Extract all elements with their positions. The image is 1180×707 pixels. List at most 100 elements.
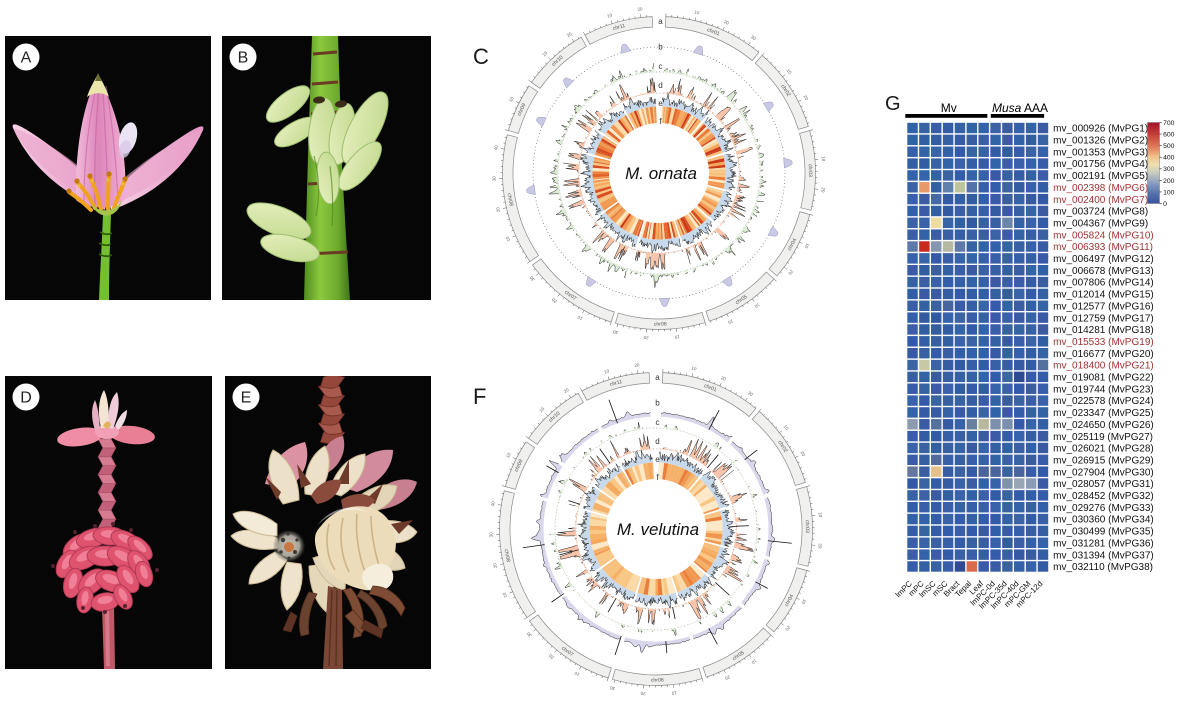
svg-text:mv_029276 (MvPG33): mv_029276 (MvPG33): [1053, 503, 1154, 514]
svg-text:A: A: [21, 50, 32, 67]
svg-text:chr08: chr08: [503, 549, 511, 563]
svg-text:mv_022578 (MvPG24): mv_022578 (MvPG24): [1053, 396, 1154, 407]
svg-text:20: 20: [637, 6, 643, 12]
svg-text:10: 10: [508, 95, 515, 102]
svg-text:chr01: chr01: [703, 383, 717, 393]
svg-text:30: 30: [528, 275, 535, 282]
svg-text:chr06: chr06: [651, 678, 664, 684]
svg-text:20: 20: [492, 562, 498, 568]
svg-text:M. velutina: M. velutina: [617, 520, 699, 539]
svg-text:c: c: [656, 418, 660, 427]
svg-text:20: 20: [563, 387, 570, 394]
svg-text:a: a: [658, 17, 663, 26]
svg-text:200: 200: [1163, 178, 1175, 185]
svg-text:20: 20: [799, 450, 806, 457]
svg-text:E: E: [241, 390, 252, 407]
svg-text:20: 20: [634, 362, 640, 368]
svg-text:10: 10: [671, 690, 677, 696]
svg-text:20: 20: [784, 625, 791, 632]
svg-text:chr11: chr11: [609, 379, 623, 388]
svg-text:e: e: [658, 99, 663, 108]
svg-text:10: 10: [691, 365, 698, 371]
svg-text:20: 20: [566, 31, 573, 38]
svg-text:20: 20: [724, 674, 731, 681]
svg-text:chr03: chr03: [804, 520, 810, 533]
svg-text:10: 10: [573, 670, 580, 677]
svg-text:D: D: [20, 390, 32, 407]
svg-text:mv_002398 (MvPG6): mv_002398 (MvPG6): [1053, 183, 1148, 194]
svg-text:20: 20: [817, 543, 823, 549]
svg-text:10: 10: [801, 598, 808, 605]
svg-text:20: 20: [787, 269, 794, 276]
svg-text:mv_031281 (MvPG36): mv_031281 (MvPG36): [1053, 538, 1154, 549]
svg-text:20: 20: [802, 94, 809, 101]
svg-text:mv_004367 (MvPG9): mv_004367 (MvPG9): [1053, 218, 1148, 229]
svg-text:mv_018400 (MvPG21): mv_018400 (MvPG21): [1053, 361, 1154, 372]
svg-text:10: 10: [821, 156, 826, 162]
svg-text:500: 500: [1163, 143, 1175, 150]
svg-text:mv_006497 (MvPG12): mv_006497 (MvPG12): [1053, 254, 1154, 265]
svg-text:mv_014281 (MvPG18): mv_014281 (MvPG18): [1053, 325, 1154, 336]
svg-text:mv_006678 (MvPG13): mv_006678 (MvPG13): [1053, 266, 1154, 277]
svg-text:B: B: [238, 50, 249, 67]
svg-text:chr09: chr09: [517, 103, 528, 117]
svg-text:10: 10: [818, 512, 823, 518]
svg-text:mv_007806 (MvPG14): mv_007806 (MvPG14): [1053, 278, 1154, 289]
svg-text:mv_031394 (MvPG37): mv_031394 (MvPG37): [1053, 550, 1154, 561]
svg-text:M. ornata: M. ornata: [625, 164, 697, 183]
svg-text:chr03: chr03: [807, 164, 813, 177]
svg-text:10: 10: [783, 424, 790, 431]
svg-text:20: 20: [547, 653, 554, 660]
svg-text:600: 600: [1163, 131, 1175, 138]
svg-text:10: 10: [505, 451, 512, 458]
svg-text:d: d: [655, 437, 659, 446]
svg-text:10: 10: [504, 235, 511, 242]
svg-text:10: 10: [750, 658, 757, 665]
svg-text:e: e: [655, 455, 660, 464]
svg-text:30: 30: [609, 685, 616, 691]
svg-text:10: 10: [786, 68, 793, 75]
svg-text:mv_026021 (MvPG28): mv_026021 (MvPG28): [1053, 444, 1154, 455]
svg-text:mv_019081 (MvPG22): mv_019081 (MvPG22): [1053, 373, 1154, 384]
svg-text:mv_000926 (MvPG1): mv_000926 (MvPG1): [1053, 124, 1148, 135]
svg-text:mv_024650 (MvPG26): mv_024650 (MvPG26): [1053, 420, 1154, 431]
svg-text:20: 20: [723, 19, 730, 26]
svg-text:mv_002400 (MvPG7): mv_002400 (MvPG7): [1053, 195, 1148, 206]
svg-text:mv_026915 (MvPG29): mv_026915 (MvPG29): [1053, 455, 1154, 466]
svg-text:20: 20: [495, 206, 501, 212]
svg-text:10: 10: [694, 9, 701, 15]
svg-text:400: 400: [1163, 155, 1175, 162]
svg-text:chr04: chr04: [787, 237, 798, 251]
svg-text:30: 30: [747, 390, 754, 397]
svg-text:chr01: chr01: [706, 27, 720, 37]
svg-text:mv_016677 (MvPG20): mv_016677 (MvPG20): [1053, 349, 1154, 360]
svg-text:20: 20: [727, 318, 734, 325]
svg-text:mv_030360 (MvPG34): mv_030360 (MvPG34): [1053, 515, 1154, 526]
svg-text:mv_003724 (MvPG8): mv_003724 (MvPG8): [1053, 207, 1148, 218]
svg-text:300: 300: [1163, 166, 1175, 173]
svg-text:30: 30: [525, 631, 532, 638]
svg-text:b: b: [655, 399, 660, 408]
svg-text:20: 20: [640, 691, 646, 696]
svg-text:mv_001756 (MvPG4): mv_001756 (MvPG4): [1053, 159, 1148, 170]
svg-text:mv_028452 (MvPG32): mv_028452 (MvPG32): [1053, 491, 1154, 502]
svg-text:30: 30: [488, 532, 493, 538]
svg-text:mv_001326 (MvPG2): mv_001326 (MvPG2): [1053, 136, 1148, 147]
svg-text:10: 10: [538, 406, 545, 413]
svg-text:f: f: [656, 473, 659, 482]
svg-text:10: 10: [804, 242, 811, 249]
svg-text:chr04: chr04: [784, 593, 795, 607]
svg-text:700: 700: [1163, 120, 1175, 127]
svg-text:mv_005824 (MvPG10): mv_005824 (MvPG10): [1053, 230, 1154, 241]
svg-text:chr08: chr08: [506, 193, 514, 207]
svg-text:mv_025119 (MvPG27): mv_025119 (MvPG27): [1053, 432, 1153, 443]
svg-text:20: 20: [643, 335, 649, 340]
svg-text:20: 20: [820, 187, 826, 193]
svg-text:20: 20: [720, 375, 727, 382]
svg-text:mv_012577 (MvPG16): mv_012577 (MvPG16): [1053, 301, 1154, 312]
svg-text:10: 10: [606, 12, 613, 18]
svg-text:30: 30: [612, 329, 619, 335]
svg-text:chr06: chr06: [654, 322, 667, 328]
svg-text:20: 20: [550, 297, 557, 304]
svg-text:0: 0: [1163, 201, 1167, 208]
